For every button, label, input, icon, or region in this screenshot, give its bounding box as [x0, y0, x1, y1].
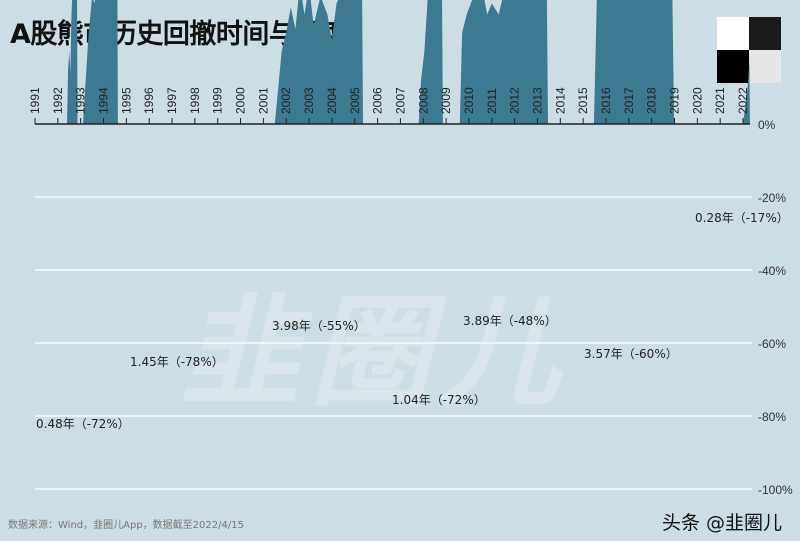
x-tick-label: 2015 [576, 87, 590, 114]
x-tick-label: 2020 [690, 87, 704, 114]
x-tick-label: 2001 [256, 87, 270, 114]
drawdown-area [67, 0, 78, 124]
episode-label: 3.57年（-60%） [584, 347, 678, 361]
x-tick-label: 1999 [211, 87, 225, 114]
x-tick-label: 2013 [530, 87, 544, 114]
x-tick-label: 2014 [553, 87, 567, 114]
episode-label: 3.98年（-55%） [272, 319, 366, 333]
drawdown-area [83, 0, 118, 124]
drawdown-area [459, 0, 548, 124]
watermark: 韭圈儿 [180, 284, 570, 423]
x-tick-label: 2018 [645, 87, 659, 114]
x-tick-label: 2022 [736, 87, 750, 114]
y-tick-label: -100% [758, 483, 793, 497]
x-tick-label: 1992 [51, 87, 65, 114]
x-tick-label: 2010 [462, 87, 476, 114]
brand-logo [717, 17, 781, 83]
x-tick-label: 2000 [234, 87, 248, 114]
x-tick-label: 2019 [668, 87, 682, 114]
y-tick-label: -60% [758, 337, 786, 351]
x-tick-label: 1993 [74, 87, 88, 114]
x-tick-label: 1996 [142, 87, 156, 114]
x-tick-label: 2012 [508, 87, 522, 114]
x-tick-label: 2016 [599, 87, 613, 114]
x-tick-label: 1995 [119, 87, 133, 114]
x-tick-label: 1994 [97, 87, 111, 114]
y-tick-label: -80% [758, 410, 786, 424]
x-tick-label: 2006 [371, 87, 385, 114]
episode-label: 1.04年（-72%） [392, 393, 486, 407]
drawdown-area [743, 62, 750, 124]
brand-credit: 头条 @韭圈儿 [661, 512, 782, 534]
x-tick-label: 2002 [279, 87, 293, 114]
data-source: 数据来源：Wind，韭圈儿App，数据截至2022/4/15 [8, 520, 244, 531]
episode-label: 0.28年（-17%） [695, 211, 789, 225]
x-tick-label: 1991 [28, 87, 42, 114]
x-tick-label: 2007 [393, 87, 407, 114]
x-tick-label: 2008 [416, 87, 430, 114]
x-tick-label: 2011 [485, 88, 499, 114]
x-tick-label: 2021 [713, 87, 727, 114]
y-tick-label: -20% [758, 191, 786, 205]
x-tick-label: 2017 [622, 87, 636, 114]
x-tick-label: 1998 [188, 87, 202, 114]
episode-label: 0.48年（-72%） [36, 417, 130, 431]
episode-label: 1.45年（-78%） [130, 355, 224, 369]
episode-label: 3.89年（-48%） [463, 314, 557, 328]
drawdown-area [274, 0, 363, 124]
x-tick-label: 1997 [165, 87, 179, 114]
drawdown-area [418, 0, 443, 124]
x-tick-label: 2004 [325, 87, 339, 114]
y-tick-label: -40% [758, 264, 786, 278]
x-tick-label: 2009 [439, 87, 453, 114]
y-tick-label: 0% [758, 118, 776, 132]
x-tick-label: 2005 [348, 87, 362, 114]
drawdown-area [593, 0, 675, 124]
x-tick-label: 2003 [302, 87, 316, 114]
